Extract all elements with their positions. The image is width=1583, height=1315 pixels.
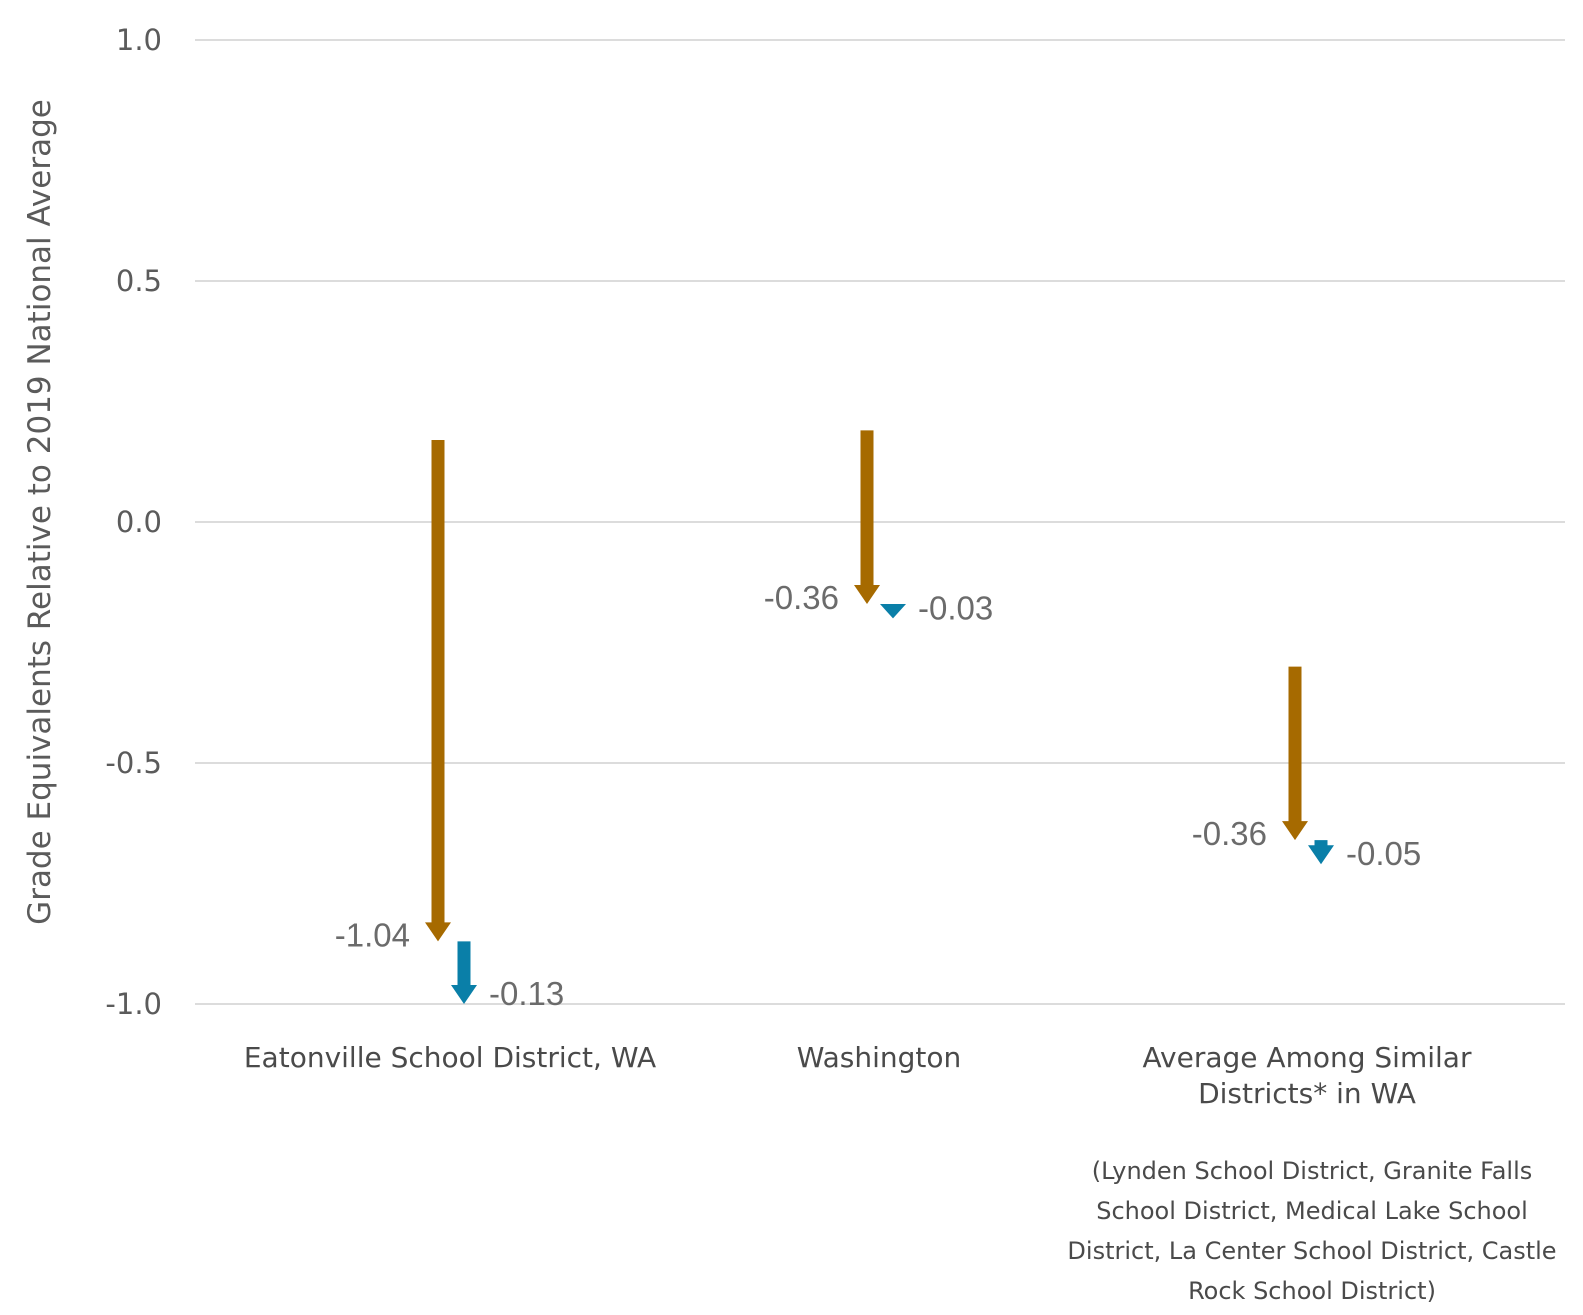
y-axis-label: Grade Equivalents Relative to 2019 Natio…: [22, 99, 58, 925]
y-tick-label: 0.0: [116, 505, 162, 539]
first-change-value-label: -0.36: [764, 579, 839, 616]
category-label: Eatonville School District, WA: [244, 1041, 656, 1074]
y-axis-ticks: 1.0 0.5 0.0 -0.5 -1.0: [105, 23, 162, 1021]
second-change-value-label: -0.13: [489, 975, 564, 1012]
first-change-arrow: [1282, 666, 1308, 841]
y-tick-label: -1.0: [105, 987, 162, 1021]
arrows: -1.04 -0.13 -0.36 -0.03 -0.36 -0.05: [335, 430, 1421, 1012]
y-tick-label: -0.5: [105, 746, 162, 780]
category-note: Rock School District): [1188, 1277, 1436, 1305]
first-change-value-label: -1.04: [335, 916, 410, 953]
y-tick-label: 0.5: [116, 264, 162, 298]
category-label: Average Among Similar: [1143, 1041, 1472, 1074]
second-change-arrow: [880, 603, 906, 619]
category-note: District, La Center School District, Cas…: [1067, 1237, 1556, 1265]
first-change-value-label: -0.36: [1192, 815, 1267, 852]
category-label: Washington: [797, 1041, 962, 1074]
gridlines: [195, 39, 1565, 1005]
second-change-value-label: -0.03: [918, 589, 993, 626]
first-change-arrow: [425, 440, 451, 942]
category-labels: Eatonville School District, WA Washington…: [244, 1041, 1557, 1305]
category-note: School District, Medical Lake School: [1096, 1197, 1528, 1225]
y-tick-label: 1.0: [116, 23, 162, 57]
second-change-arrow: [451, 941, 477, 1004]
category-label: Districts* in WA: [1198, 1077, 1416, 1110]
second-change-arrow: [1308, 840, 1334, 865]
category-note: (Lynden School District, Granite Falls: [1092, 1157, 1533, 1185]
second-change-value-label: -0.05: [1346, 835, 1421, 872]
first-change-arrow: [854, 430, 880, 604]
